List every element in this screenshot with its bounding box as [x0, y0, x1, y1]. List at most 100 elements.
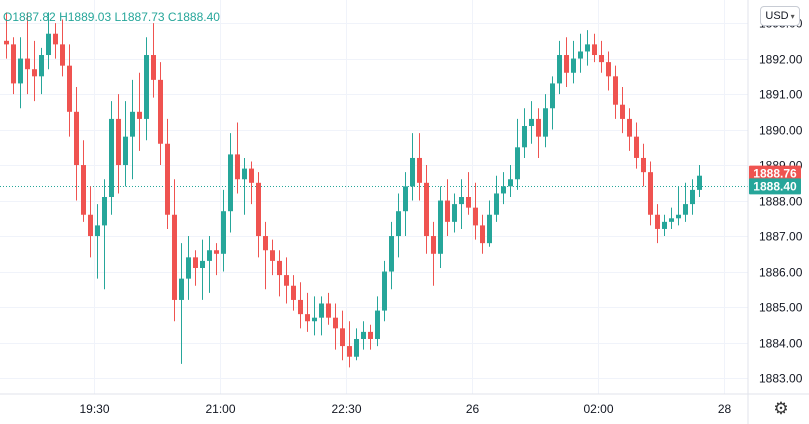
candle	[557, 40, 562, 95]
y-tick-label: 1888.00	[759, 195, 803, 209]
candle-body	[564, 55, 569, 73]
candle	[473, 182, 478, 240]
price-label-bg	[749, 178, 801, 195]
time-axis[interactable]: 19:30 21:00 22:30 26 02:00 28	[0, 393, 809, 416]
candle	[683, 182, 688, 222]
candle-body	[172, 214, 177, 300]
candle	[480, 214, 485, 254]
candle-body	[284, 275, 289, 286]
candle-body	[102, 197, 107, 226]
candle-body	[116, 118, 121, 166]
candle-body	[32, 69, 37, 77]
candle-body	[536, 118, 541, 137]
candle-body	[4, 40, 9, 45]
candle	[60, 19, 65, 77]
candle	[186, 236, 191, 300]
candle-body	[592, 44, 597, 56]
candle	[431, 221, 436, 286]
candle-body	[25, 58, 30, 70]
candle	[32, 40, 37, 102]
candle-body	[200, 260, 205, 268]
candle	[620, 86, 625, 134]
x-tick-label: 26	[466, 402, 480, 416]
candle	[522, 108, 527, 158]
candle-body	[613, 76, 618, 105]
chevron-down-icon: ▾	[790, 11, 795, 21]
candle-body	[123, 136, 128, 166]
settings-button[interactable]: ⚙	[770, 398, 792, 420]
candle-body	[249, 168, 254, 183]
candle	[116, 94, 121, 194]
candle	[277, 250, 282, 297]
candle-body	[137, 111, 142, 119]
candle-body	[452, 204, 457, 222]
x-tick-label: 22:30	[331, 402, 361, 416]
candle	[88, 186, 93, 258]
candle-body	[60, 44, 65, 66]
candle	[634, 122, 639, 169]
candle	[676, 186, 681, 226]
candle-body	[438, 200, 443, 254]
candle-body	[445, 200, 450, 222]
candle	[130, 79, 135, 180]
candle-body	[634, 136, 639, 158]
candle	[291, 275, 296, 311]
candle	[221, 189, 226, 272]
candle-body	[459, 197, 464, 205]
candle-body	[683, 204, 688, 215]
candle-body	[333, 317, 338, 329]
candle	[193, 250, 198, 286]
candle	[263, 221, 268, 290]
candle-body	[207, 250, 212, 261]
candle-body	[81, 165, 86, 215]
candle-body	[109, 118, 114, 197]
candle	[326, 292, 331, 325]
candle	[417, 133, 422, 201]
candle	[501, 172, 506, 205]
candle-body	[354, 338, 359, 357]
candle-body	[305, 314, 310, 322]
candle	[256, 172, 261, 258]
candle-body	[165, 143, 170, 215]
candle	[319, 296, 324, 336]
candle	[389, 221, 394, 290]
x-tick-label: 19:30	[79, 402, 109, 416]
price-label-bg	[749, 165, 801, 182]
candle	[158, 62, 163, 166]
candle	[25, 12, 30, 95]
candle-body	[396, 211, 401, 237]
candle-body	[466, 197, 471, 208]
candle	[172, 179, 177, 322]
currency-selector[interactable]: USD ▾	[760, 6, 800, 26]
candle	[179, 243, 184, 364]
candle	[697, 165, 702, 197]
currency-label: USD	[765, 10, 789, 22]
candle	[242, 157, 247, 215]
candle-body	[431, 236, 436, 254]
candle-body	[648, 172, 653, 215]
candle	[578, 33, 583, 73]
candle-body	[263, 236, 268, 251]
candle-body	[606, 62, 611, 77]
candle-body	[669, 218, 674, 222]
candle	[648, 161, 653, 226]
candle-body	[95, 225, 100, 237]
candle-body	[578, 51, 583, 59]
candle-body	[620, 104, 625, 119]
candle	[543, 94, 548, 148]
gear-icon: ⚙	[773, 399, 789, 418]
candle-body	[46, 33, 51, 56]
candle	[487, 200, 492, 247]
y-tick-label: 1892.00	[759, 53, 803, 67]
candle-body	[256, 182, 261, 237]
candle-body	[67, 65, 72, 112]
price-axis[interactable]: 1883.00 1884.00 1885.00 1886.00 1887.00 1888.…	[747, 0, 803, 424]
candle-body	[585, 44, 590, 52]
ohlc-legend: O1887.82 H1889.03 L1887.73 C1888.40	[3, 10, 220, 24]
candle-body	[242, 168, 247, 180]
candle	[67, 44, 72, 137]
candle-body	[214, 250, 219, 254]
candle	[445, 179, 450, 237]
